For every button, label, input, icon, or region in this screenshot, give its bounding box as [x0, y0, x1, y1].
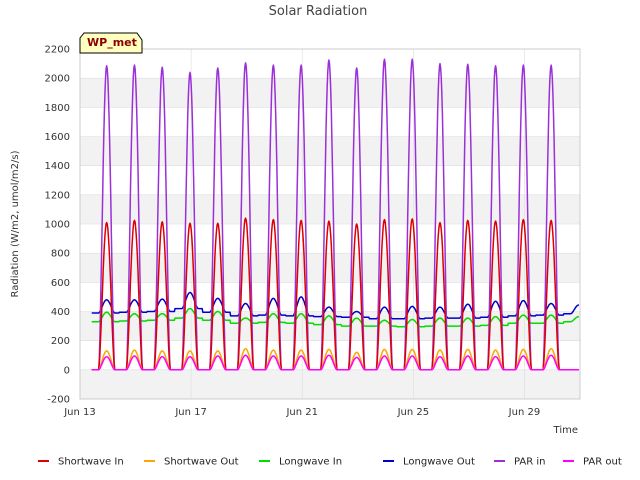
y-tick-label: 2000	[45, 74, 70, 85]
grid-band	[80, 369, 580, 399]
y-tick-label: 1800	[45, 103, 70, 114]
y-tick-label: 400	[51, 307, 70, 318]
x-tick-labels: Jun 13 Jun 17 Jun 21 Jun 25 Jun 29	[63, 407, 540, 418]
y-tick-label: 1600	[45, 132, 70, 143]
x-tick-label: Jun 29	[508, 407, 541, 418]
plot-frame	[79, 48, 581, 400]
legend-label: Longwave In	[279, 457, 342, 468]
legend-label: Shortwave In	[58, 457, 124, 468]
site-label-badge: WP_met	[79, 32, 143, 54]
grid-bands	[80, 78, 580, 399]
x-tick-label: Jun 25	[397, 407, 430, 418]
y-tick-label: 200	[51, 336, 70, 347]
x-tick-label: Jun 13	[63, 407, 96, 418]
x-tick-label: Jun 21	[285, 407, 318, 418]
series-line-par-out	[91, 354, 580, 371]
chart-title: Solar Radiation	[269, 4, 368, 19]
y-tick-label: 800	[51, 249, 70, 260]
legend-label: Shortwave Out	[164, 457, 239, 468]
series-layer	[91, 58, 580, 371]
grid-band	[80, 253, 580, 283]
legend-label: Longwave Out	[403, 457, 475, 468]
y-tick-labels: -200 0 200 400 600 800 1000 1200 1400 1600 1800 200…	[45, 45, 70, 406]
grid-band	[80, 194, 580, 224]
y-tick-label: 1200	[45, 190, 70, 201]
y-tick-label: 0	[64, 365, 70, 376]
site-label: WP_met	[87, 36, 137, 49]
y-tick-label: -200	[47, 395, 70, 406]
legend: Shortwave In Shortwave Out Longwave In Long…	[38, 457, 622, 468]
y-tick-label: 1000	[45, 220, 70, 231]
y-tick-label: 600	[51, 278, 70, 289]
grid-band	[80, 136, 580, 166]
x-tick-label: Jun 17	[174, 407, 207, 418]
y-tick-label: 1400	[45, 161, 70, 172]
legend-label: PAR in	[514, 457, 545, 468]
y-axis-title: Radiation (W/m2, umol/m2/s)	[10, 150, 21, 297]
legend-label: PAR out	[583, 457, 622, 468]
x-axis-title: Time	[553, 425, 578, 436]
y-tick-label: 2200	[45, 45, 70, 56]
